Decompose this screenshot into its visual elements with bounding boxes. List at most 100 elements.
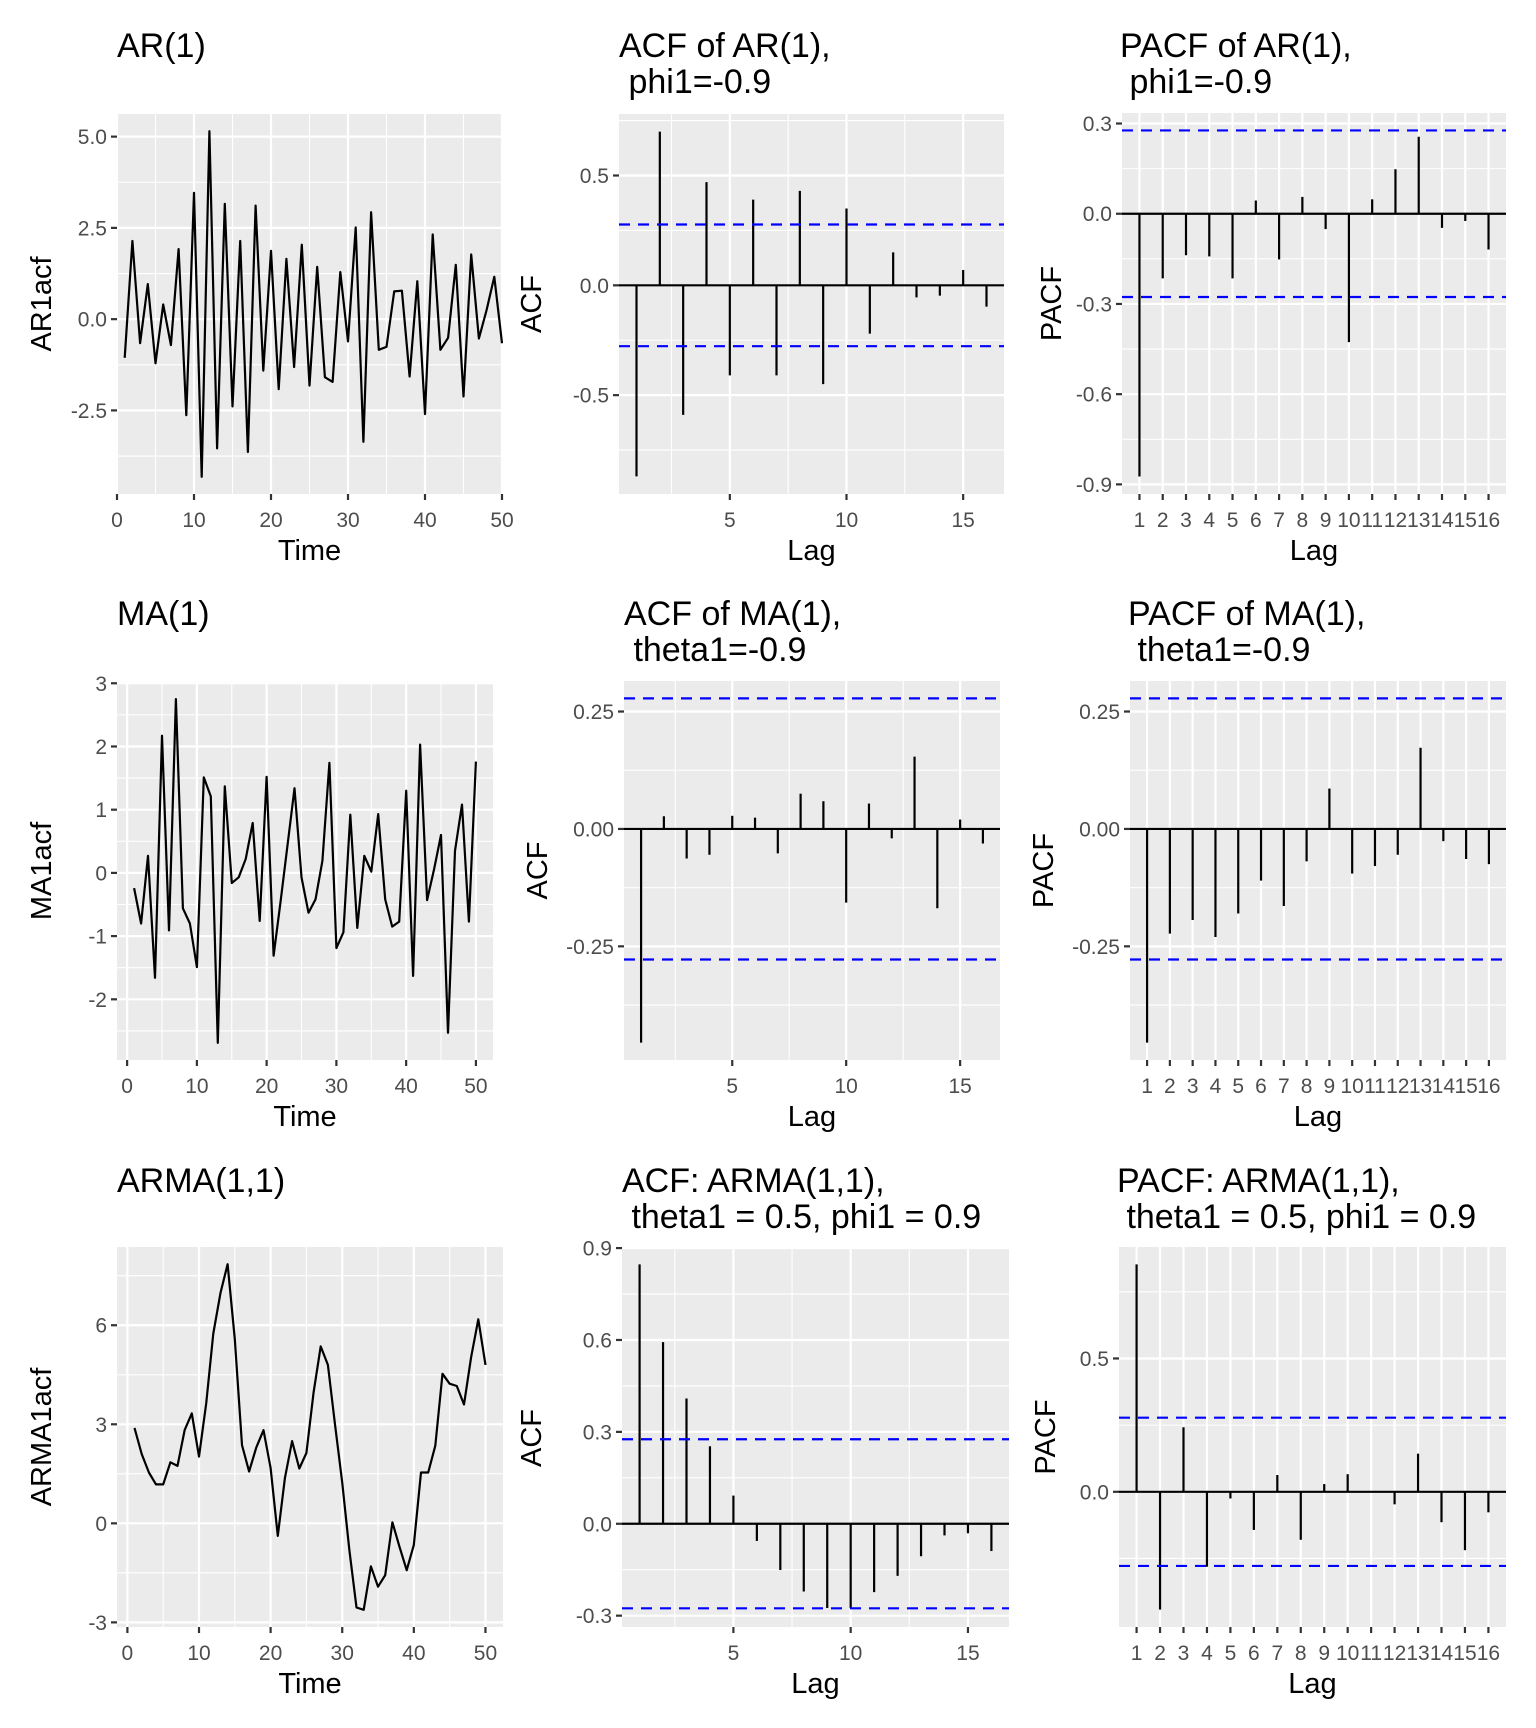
y-axis-title: AR1acf	[26, 256, 58, 352]
x-tick-label: 10	[185, 1075, 208, 1098]
y-tick-label: -0.25	[1072, 936, 1120, 959]
x-tick-label: 30	[331, 1642, 354, 1665]
x-tick-label: 40	[413, 509, 436, 532]
chart-title: MA(1)	[117, 595, 210, 633]
data-marks	[1122, 129, 1506, 477]
x-tick-label: 7	[1278, 1075, 1290, 1098]
y-tick-label: 5.0	[78, 126, 107, 149]
x-tick-label: 2	[1157, 509, 1169, 532]
chart-title-line: ACF of MA(1),	[624, 595, 841, 633]
ar1-series-panel: -2.5 0.0 2.5 5.0 0 10 20 30 40 50 Time AR1acf AR(1)	[26, 27, 514, 567]
x-tick-label: 8	[1297, 509, 1309, 532]
y-tick-label: 0.9	[583, 1238, 612, 1261]
chart-title-line: theta1=-0.9	[1128, 631, 1310, 669]
plot-background	[1130, 681, 1506, 1060]
y-tick-label: 0.6	[583, 1329, 612, 1352]
y-tick-label: -0.5	[573, 385, 609, 408]
y-tick-label: 0.5	[580, 165, 609, 188]
arma11-acf-panel: -0.3 0.0 0.3 0.6 0.9 5 10 15 Lag ACF ACF: ARMA(1,1…	[516, 1162, 1009, 1700]
x-tick-label: 13	[1406, 1642, 1429, 1665]
arma11-pacf-panel: 0.00.51 2 3 4 5 6 7 8 9 10 11 12 13 14 15 16LagPACFPACF…	[1030, 1162, 1506, 1700]
x-tick-label: 11	[1361, 509, 1383, 532]
ar1-acf-panel: -0.5 0.0 0.5 5 10 15 Lag ACF ACF of AR(1), phi1=…	[516, 27, 1004, 567]
y-axis-title: ARMA1acf	[26, 1367, 58, 1507]
x-tick-label: 9	[1318, 1642, 1330, 1665]
x-tick-label: 20	[259, 1642, 282, 1665]
data-marks	[619, 131, 1004, 477]
x-tick-label: 10	[187, 1642, 210, 1665]
x-tick-label: 16	[1477, 1075, 1500, 1098]
data-marks	[133, 1263, 487, 1611]
x-tick-label: 3	[1178, 1642, 1190, 1665]
x-axis: 0 10 20 30 40 50	[121, 1060, 488, 1098]
x-tick-label: 50	[490, 509, 513, 532]
x-axis-title: Time	[278, 1668, 341, 1700]
y-axis-title: PACF	[1036, 266, 1068, 341]
x-tick-label: 40	[394, 1075, 417, 1098]
x-tick-label: 6	[1250, 509, 1262, 532]
series-line	[123, 130, 504, 478]
x-tick-label: 14	[1430, 1642, 1454, 1665]
x-tick-label: 13	[1409, 1075, 1432, 1098]
y-tick-label: 0.0	[580, 275, 609, 298]
y-tick-label: -2.5	[71, 400, 107, 423]
y-tick-label: 0.0	[583, 1513, 612, 1536]
x-tick-label: 16	[1477, 1642, 1500, 1665]
x-tick-label: 6	[1248, 1642, 1260, 1665]
arma11-series-panel: -3 0 3 6 0 10 20 30 40 50 Time ARMA1acf ARMA(1,1)	[26, 1162, 503, 1700]
chart-title-line: theta1 = 0.5, phi1 = 0.9	[1117, 1198, 1476, 1236]
plot-background	[619, 114, 1004, 494]
chart-title-line: theta1 = 0.5, phi1 = 0.9	[622, 1198, 981, 1236]
x-tick-label: 5	[1225, 1642, 1237, 1665]
plot-background	[1119, 1247, 1506, 1627]
y-tick-label: 2.5	[78, 217, 107, 240]
x-axis-title: Lag	[1288, 1668, 1336, 1700]
x-tick-label: 15	[951, 509, 974, 532]
y-tick-label: 0.0	[1083, 203, 1112, 226]
x-tick-label: 50	[464, 1075, 487, 1098]
x-tick-label: 5	[1227, 509, 1239, 532]
y-tick-label: -3	[88, 1612, 107, 1635]
x-axis-title: Lag	[791, 1668, 839, 1700]
y-tick-label: 0.3	[583, 1421, 612, 1444]
y-tick-label: 0.3	[1083, 113, 1112, 136]
chart-title-line: PACF of MA(1),	[1128, 595, 1365, 633]
x-tick-label: 10	[1336, 1642, 1359, 1665]
y-tick-label: 3	[95, 1414, 107, 1437]
x-axis: 0 10 20 30 40 50	[111, 494, 514, 532]
y-tick-label: 1	[95, 799, 107, 822]
data-marks	[1119, 1264, 1506, 1610]
x-tick-label: 0	[111, 509, 123, 532]
y-axis-title: PACF	[1030, 1399, 1062, 1474]
y-tick-label: 0.0	[1080, 1481, 1109, 1504]
y-axis-title: ACF	[522, 842, 554, 900]
y-tick-label: 3	[95, 673, 107, 696]
y-tick-label: -0.6	[1076, 384, 1112, 407]
ar1-pacf-panel: -0.9-0.6-0.30.00.31 2 3 4 5 6 7 8 9 10 11 12 13 14 15 1…	[1036, 27, 1506, 567]
plot-background	[622, 1249, 1009, 1627]
y-axis: -0.25 0.00 0.25	[1072, 701, 1130, 959]
x-tick-label: 5	[726, 1075, 738, 1098]
x-tick-label: 0	[122, 1642, 134, 1665]
y-axis-title: ACF	[516, 275, 548, 333]
x-tick-label: 4	[1203, 509, 1215, 532]
y-axis: -0.9 -0.6 -0.3 0.0 0.3	[1076, 113, 1122, 497]
y-axis: -0.3 0.0 0.3 0.6 0.9	[576, 1238, 622, 1628]
x-tick-label: 5	[728, 1642, 740, 1665]
ma1-acf-panel: -0.25 0.00 0.25 5 10 15 Lag ACF ACF of MA(1), th…	[522, 595, 1000, 1133]
y-tick-label: -0.3	[1076, 293, 1112, 316]
x-axis: 1 2 3 4 5 6 7 8 9 10 11 12 13 14 15 16	[1134, 494, 1500, 532]
x-tick-label: 4	[1210, 1075, 1222, 1098]
y-tick-label: 2	[95, 736, 107, 759]
plot-background	[624, 681, 1000, 1060]
x-tick-label: 10	[1341, 1075, 1364, 1098]
y-tick-label: 0	[95, 1513, 107, 1536]
x-tick-label: 2	[1154, 1642, 1166, 1665]
y-tick-label: -2	[88, 989, 107, 1012]
x-tick-label: 15	[1454, 1075, 1477, 1098]
x-tick-label: 9	[1320, 509, 1332, 532]
x-tick-label: 12	[1384, 509, 1407, 532]
ma1-pacf-panel: -0.250.000.251 2 3 4 5 6 7 8 9 10 11 12 13 14 15 16LagP…	[1028, 595, 1506, 1133]
x-tick-label: 5	[1232, 1075, 1244, 1098]
